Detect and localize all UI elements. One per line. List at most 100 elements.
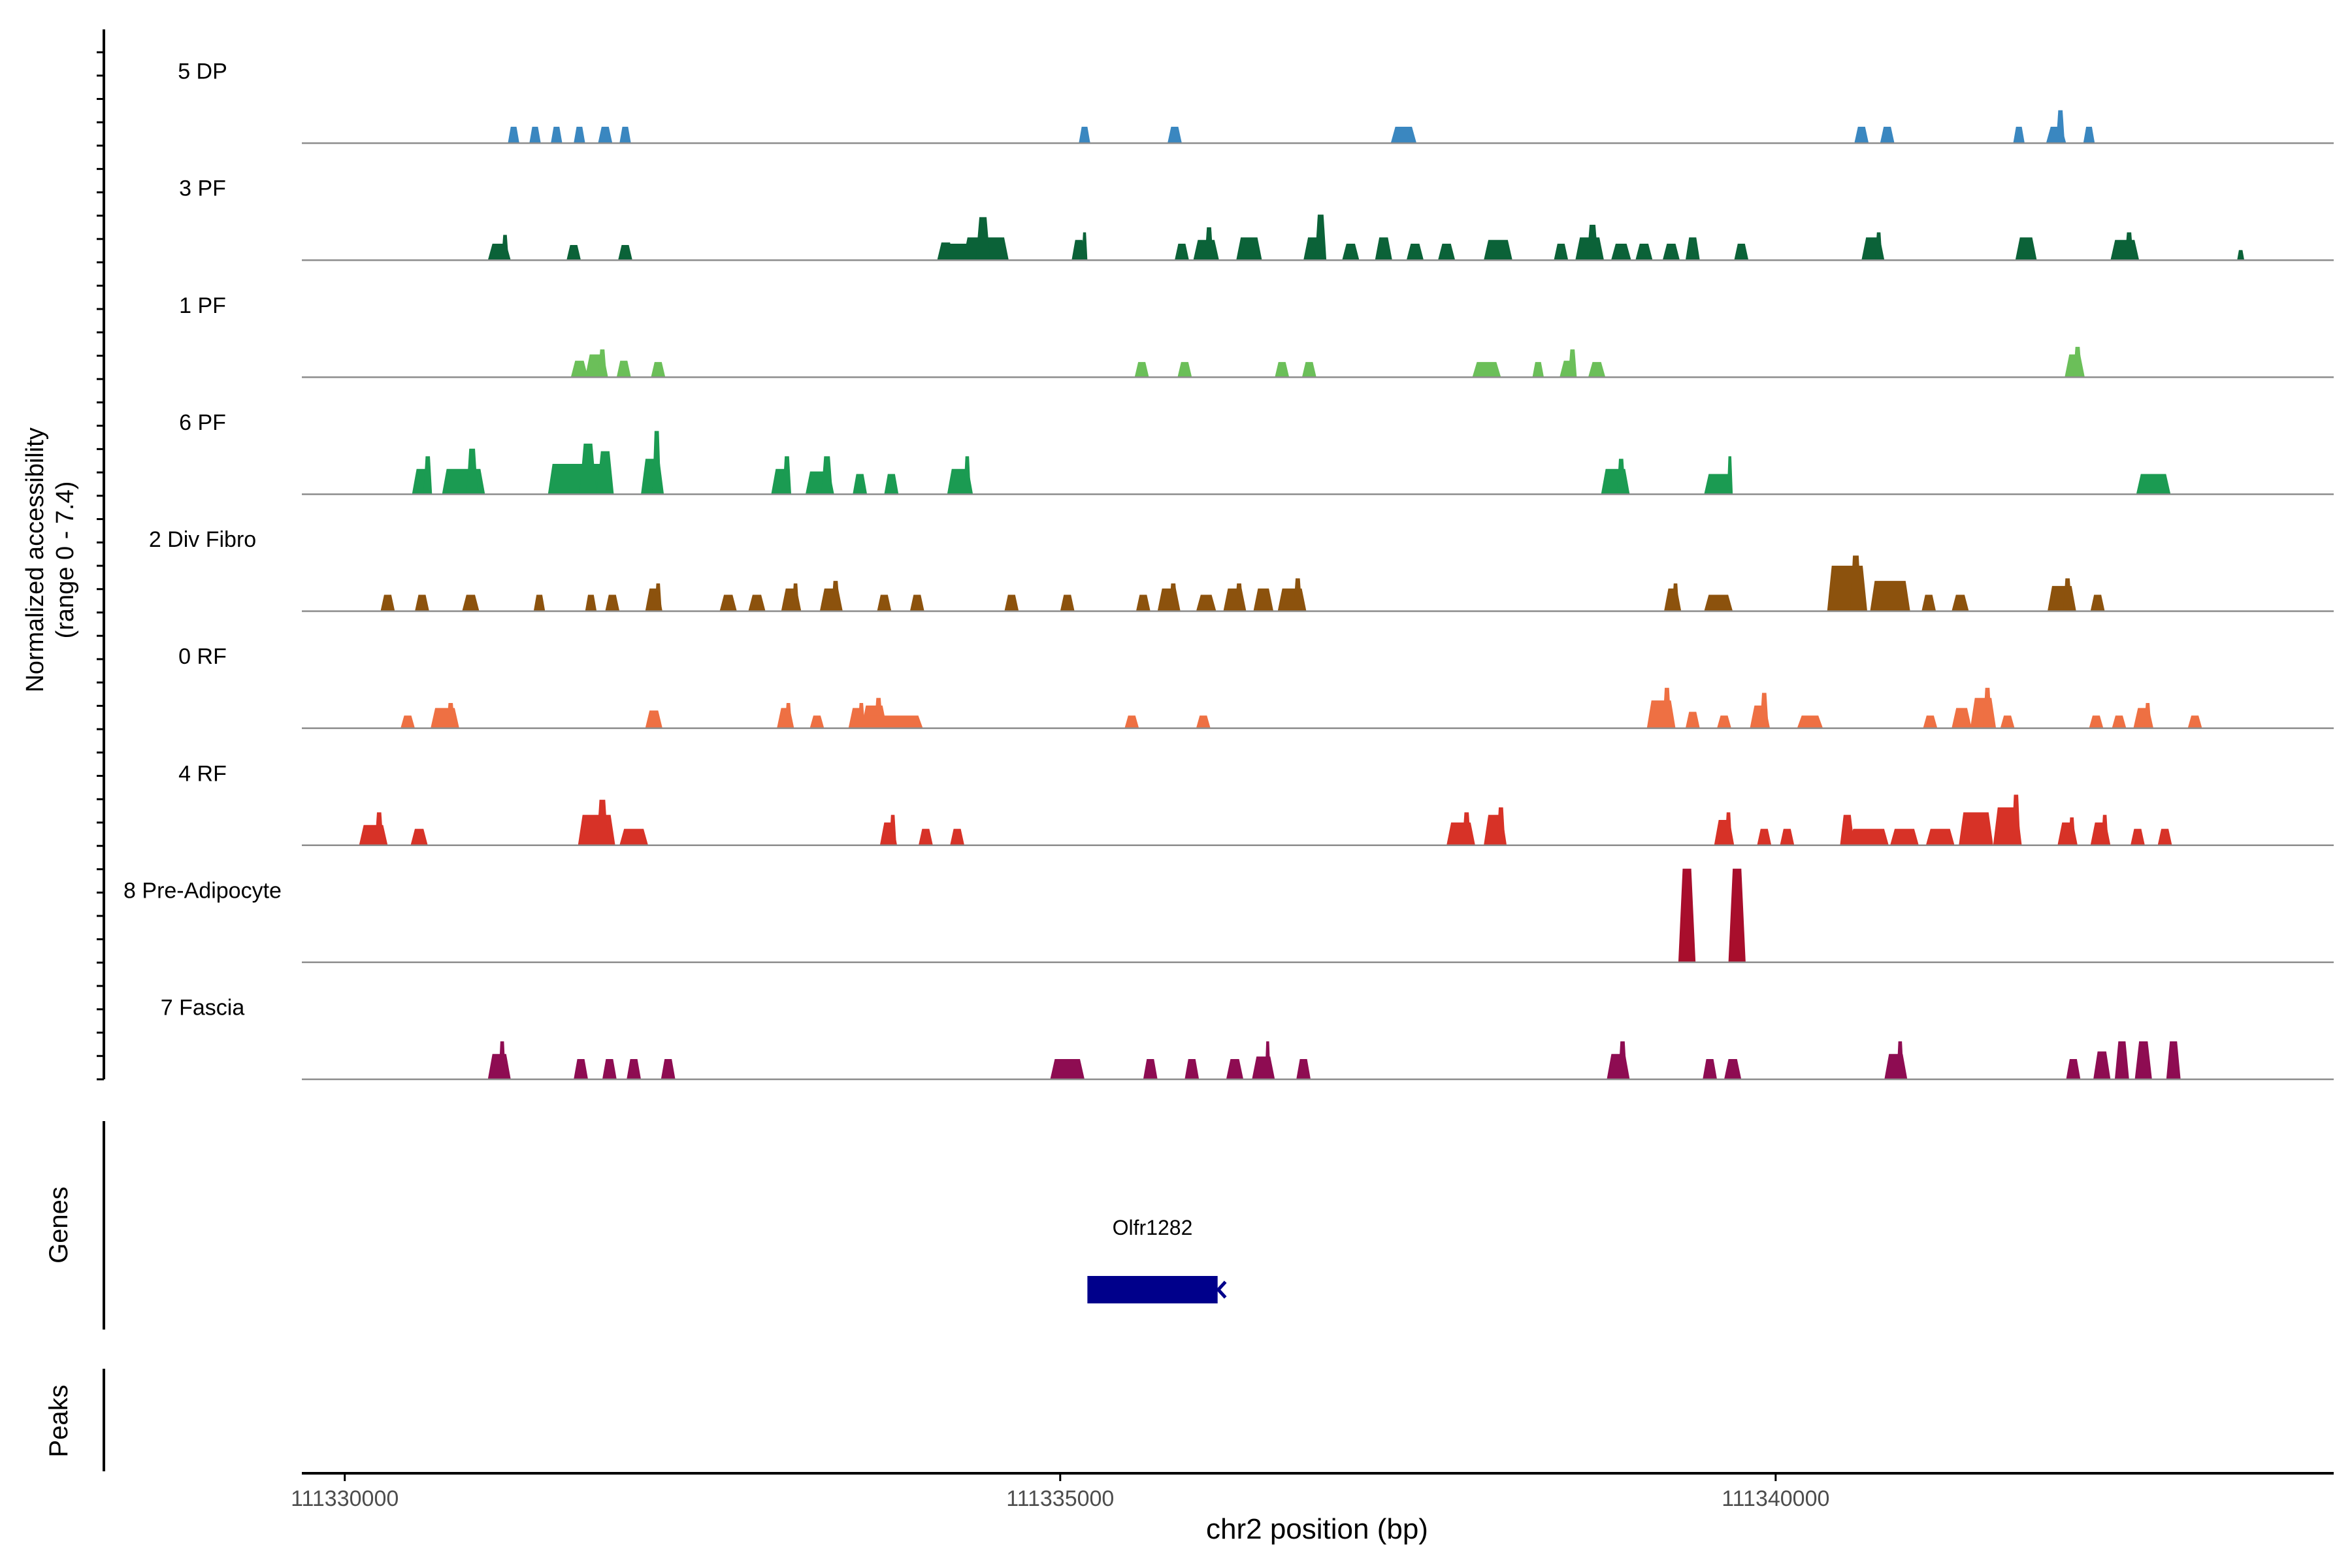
coverage-peak — [616, 361, 631, 378]
coverage-peak — [1827, 565, 1868, 612]
coverage-peak — [2093, 1051, 2111, 1079]
coverage-peak — [963, 456, 971, 495]
coverage-peak — [1704, 474, 1733, 495]
coverage-peak — [1484, 240, 1512, 261]
track-label: 1 PF — [179, 293, 226, 318]
coverage-peak — [1236, 237, 1262, 261]
coverage-peak — [1848, 828, 1889, 845]
coverage-tracks: 5 DP 3 PF 1 PF 6 PF 2 Div Fibro 0 RF 4 RF 8 Pre… — [123, 59, 2334, 1081]
coverage-peak — [1734, 244, 1749, 261]
coverage-peak — [1759, 693, 1769, 728]
coverage-peak — [1921, 595, 1936, 612]
x-tick-label: 111340000 — [1722, 1486, 1829, 1511]
coverage-peak — [579, 443, 597, 495]
coverage-peak — [853, 474, 868, 495]
coverage-peak — [2068, 817, 2076, 845]
coverage-peak — [889, 815, 897, 845]
coverage-peak — [1983, 687, 1992, 728]
track-label: 8 Pre-Adipocyte — [123, 878, 282, 903]
coverage-peak — [1134, 362, 1149, 378]
coverage-peak — [2134, 1041, 2152, 1079]
coverage-peak — [1724, 1059, 1742, 1079]
coverage-peak — [2013, 126, 2025, 144]
coverage-peak — [1472, 362, 1501, 378]
coverage-peak — [1252, 1056, 1275, 1079]
coverage-peak — [1293, 578, 1302, 612]
coverage-peak — [1204, 227, 1214, 261]
x-tick-label: 111335000 — [1006, 1486, 1114, 1511]
coverage-peak — [1226, 1059, 1244, 1079]
coverage-peak — [1970, 698, 1997, 728]
coverage-peak — [1588, 362, 1606, 378]
track-2-div-fibro: 2 Div Fibro — [149, 527, 2334, 612]
track-4-rf: 4 RF — [178, 761, 2334, 847]
coverage-peak — [1079, 126, 1090, 144]
coverage-peak — [1854, 126, 1869, 144]
coverage-peak — [578, 815, 615, 845]
coverage-peak — [821, 456, 833, 495]
coverage-peak — [1685, 711, 1700, 728]
coverage-peak — [1797, 715, 1823, 728]
coverage-peak — [1296, 1059, 1311, 1079]
coverage-peak — [2157, 828, 2172, 845]
coverage-peak — [1728, 868, 1746, 962]
coverage-peak — [2063, 578, 2072, 612]
coverage-peak — [570, 361, 589, 378]
coverage-peak — [2110, 240, 2140, 261]
coverage-peak — [533, 595, 546, 612]
coverage-peak — [1196, 715, 1211, 728]
coverage-peak — [598, 126, 613, 144]
coverage-peak — [1890, 828, 1919, 845]
coverage-peak — [596, 451, 614, 495]
coverage-peak — [2000, 715, 2015, 728]
coverage-peak — [1646, 700, 1676, 728]
track-label: 4 RF — [178, 761, 227, 786]
coverage-peak — [2114, 1041, 2129, 1079]
coverage-peak — [359, 825, 388, 845]
coverage-peak — [1757, 828, 1772, 845]
coverage-peak — [1277, 588, 1307, 612]
coverage-peak — [2083, 126, 2095, 144]
coverage-peak — [1234, 583, 1244, 612]
coverage-peak — [1496, 807, 1505, 845]
coverage-peak — [415, 595, 429, 612]
coverage-peak — [1081, 232, 1088, 261]
coverage-peak — [1169, 583, 1178, 612]
coverage-peak — [2056, 110, 2065, 144]
coverage-peak — [1532, 362, 1544, 378]
track-6-pf: 6 PF — [179, 410, 2334, 495]
coverage-peak — [1184, 1059, 1200, 1079]
coverage-peak — [645, 710, 662, 728]
coverage-peak — [2012, 794, 2021, 845]
coverage-peak — [618, 244, 632, 261]
coverage-peak — [446, 702, 455, 728]
peaks-track-label: Peaks — [44, 1384, 73, 1457]
coverage-peak — [2144, 702, 2151, 728]
peaks-panel: Peaks — [44, 1369, 105, 1471]
coverage-peak — [410, 828, 428, 845]
coverage-peak — [1177, 362, 1192, 378]
coverage-peak — [782, 456, 792, 495]
coverage-peak — [1135, 595, 1151, 612]
coverage-peak — [1725, 812, 1733, 845]
coverage-peak — [1662, 244, 1680, 261]
coverage-peak — [831, 581, 840, 612]
coverage-peak — [574, 1059, 589, 1079]
coverage-peak — [1124, 715, 1139, 728]
track-7-fascia: 7 Fascia — [161, 995, 2334, 1081]
coverage-peak — [2112, 715, 2127, 728]
coverage-peak — [1315, 214, 1327, 261]
coverage-peak — [809, 715, 825, 728]
coverage-peak — [1896, 1041, 1904, 1079]
coverage-peak — [1884, 1054, 1908, 1079]
coverage-peak — [1780, 828, 1795, 845]
coverage-peak — [1704, 595, 1733, 612]
coverage-peak — [547, 463, 606, 495]
coverage-peak — [1959, 812, 1993, 845]
coverage-peak — [1685, 237, 1700, 261]
coverage-peak — [1875, 232, 1883, 261]
coverage-peak — [596, 800, 608, 845]
coverage-peak — [1168, 126, 1182, 144]
coverage-peak — [380, 595, 395, 612]
